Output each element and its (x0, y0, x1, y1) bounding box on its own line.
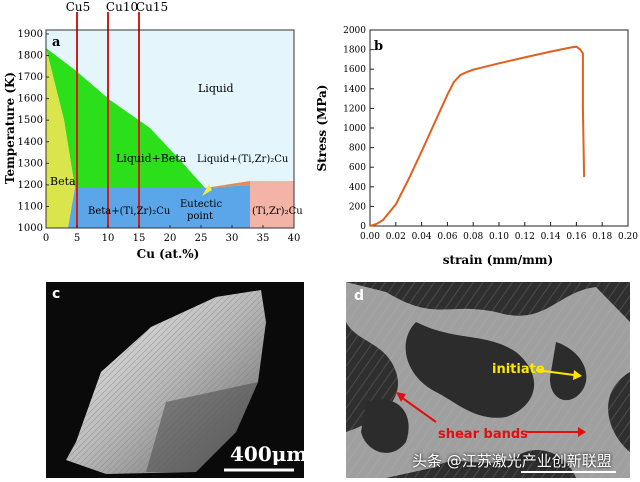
fracture-sample (66, 290, 294, 474)
y-tick-label: 1800 (18, 51, 43, 62)
cu-phase-region (250, 181, 294, 228)
stress-strain-curve (369, 45, 586, 227)
top-label-cu10: Cu10 (106, 0, 138, 14)
b-x-axis-label: strain (mm/mm) (443, 253, 553, 267)
y-tick-label: 1000 (343, 124, 366, 134)
chart-frame (369, 29, 629, 227)
shear-arrow-left (400, 396, 437, 423)
dark-dendrite-1 (405, 322, 535, 418)
label-eutectic-line1: Eutectic (180, 199, 222, 210)
watermark: 头条 @江苏激光产业创新联盟 (412, 452, 612, 470)
x-tick-label: 0.00 (360, 232, 380, 242)
chart-axis-ticks: 0.00 0.02 0.04 0.06 0.08 0.10 0.12 0.14 0.16 0.18… (343, 26, 638, 242)
x-tick-label: 0.08 (463, 232, 483, 242)
label-liquid-cu: Liquid+(Ti,Zr)₂Cu (197, 154, 289, 165)
x-tick-label: 0.12 (515, 232, 535, 242)
shear-bands-label: shear bands (438, 427, 528, 442)
x-tick-label: 0.18 (592, 232, 612, 242)
y-tick-label: 1400 (343, 85, 366, 95)
beta-region (46, 48, 75, 228)
micrograph (346, 282, 630, 478)
y-tick-label: 1100 (18, 201, 43, 212)
panel-a-letter: a (52, 35, 61, 50)
top-label-cu15: Cu15 (136, 0, 168, 14)
y-tick-label: 1000 (18, 223, 43, 234)
liquid-beta-region (46, 48, 205, 188)
label-liquid: Liquid (198, 82, 234, 95)
phase-regions (46, 30, 294, 228)
x-tick-label: 30 (226, 233, 239, 244)
x-tick-label: 10 (102, 233, 115, 244)
label-liquid-beta: Liquid+Beta (116, 152, 187, 165)
x-tick-label: 40 (288, 233, 301, 244)
y-tick-label: 1800 (343, 46, 366, 56)
x-tick-label: 0.16 (566, 232, 586, 242)
stress-strain-chart: 0.00 0.02 0.04 0.06 0.08 0.10 0.12 0.14 0.16 0.18… (315, 26, 638, 267)
panel-c-letter: c (52, 286, 61, 302)
label-beta: Beta (50, 175, 76, 188)
x-tick-label: 0.04 (412, 232, 432, 242)
x-tick-label: 20 (164, 233, 177, 244)
x-tick-label: 0.20 (618, 232, 638, 242)
panel-b-letter: b (374, 39, 383, 54)
shear-arrowhead-left (396, 392, 406, 402)
label-eutectic: Eutectic point (180, 199, 225, 222)
x-tick-label: 0.02 (386, 232, 406, 242)
y-tick-label: 1500 (18, 115, 43, 126)
y-tick-label: 1700 (18, 72, 43, 83)
x-tick-label: 0.10 (489, 232, 509, 242)
x-tick-label: 0 (43, 233, 49, 244)
y-tick-label: 400 (349, 183, 366, 193)
liquid-cu-sliver (205, 181, 250, 188)
label-beta-cu: Beta+(Ti,Zr)₂Cu (88, 206, 171, 217)
x-tick-label: 0.06 (437, 232, 457, 242)
x-axis-label: Cu (at.%) (137, 247, 200, 261)
x-tick-label: 25 (195, 233, 208, 244)
initiate-arrowhead (573, 370, 582, 380)
y-tick-label: 800 (349, 144, 366, 154)
y-tick-label: 1600 (343, 65, 366, 75)
fracture-face-dark (146, 382, 258, 472)
y-tick-label: 0 (360, 222, 366, 232)
dark-dendrite-3 (361, 399, 409, 453)
sem-image-d: d initiate shear bands (346, 282, 630, 478)
label-cu-phase: (Ti,Zr)₂Cu (252, 206, 303, 217)
x-tick-label: 35 (257, 233, 270, 244)
shear-arrowhead-right (578, 427, 586, 437)
x-tick-label: 5 (74, 233, 80, 244)
phase-axis-ticks: 0 5 10 15 20 25 30 35 40 1000 1100 1200 1300 1400 1500… (18, 29, 301, 244)
x-tick-label: 15 (133, 233, 146, 244)
y-tick-label: 600 (349, 163, 366, 173)
initiate-label: initiate (492, 362, 545, 377)
y-tick-label: 1900 (18, 29, 43, 40)
sem-image-c: c 400μm (46, 282, 304, 478)
initiate-arrow (535, 369, 575, 376)
scale-bar-label: 400μm (230, 442, 304, 466)
y-tick-label: 1200 (343, 104, 366, 114)
y-tick-label: 1400 (18, 137, 43, 148)
y-tick-label: 200 (349, 202, 366, 212)
y-tick-label: 1200 (18, 180, 43, 191)
y-tick-label: 1600 (18, 94, 43, 105)
dark-dendrite-2 (550, 342, 587, 401)
label-eutectic-line2: point (187, 211, 213, 222)
x-tick-label: 0.14 (541, 232, 561, 242)
top-label-cu5: Cu5 (66, 0, 91, 14)
phase-diagram: Liquid Liquid+Beta Beta Liquid+(Ti,Zr)₂C… (3, 0, 303, 261)
beta-cu-region (68, 185, 250, 228)
y-tick-label: 2000 (343, 26, 366, 36)
eutectic-marker (202, 184, 212, 196)
y-axis-label: Temperature (K) (3, 72, 17, 184)
panel-d-letter: d (354, 288, 365, 304)
y-tick-label: 1300 (18, 158, 43, 169)
b-y-axis-label: Stress (MPa) (315, 85, 329, 172)
